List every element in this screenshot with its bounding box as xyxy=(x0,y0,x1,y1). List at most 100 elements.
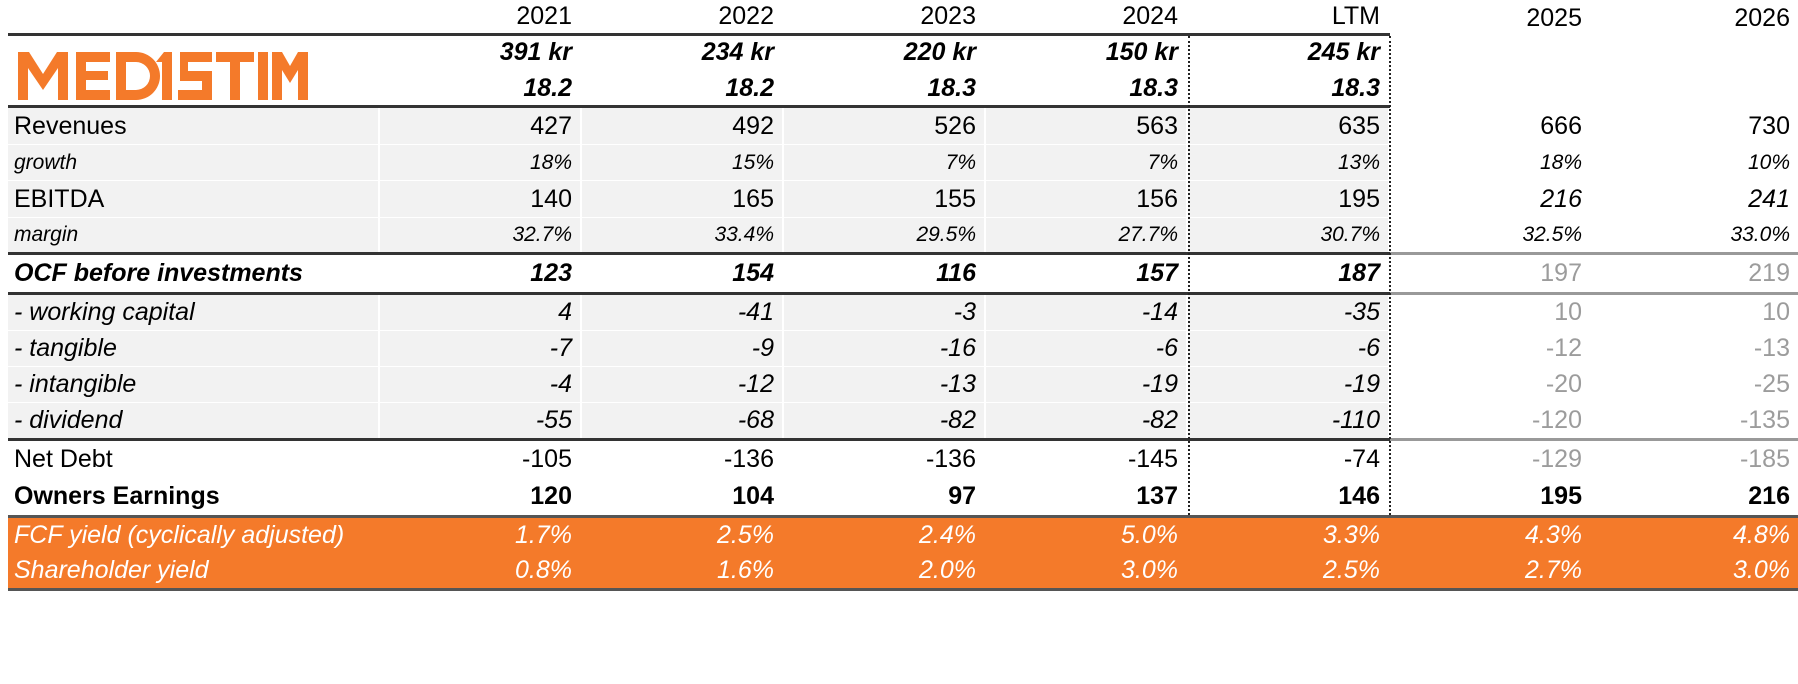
intangible-2025[interactable]: -20 xyxy=(1545,370,1582,398)
margin-ltm[interactable]: 30.7% xyxy=(1188,218,1388,252)
intangible-ltm[interactable]: -19 xyxy=(1188,367,1388,402)
margin-2022[interactable]: 33.4% xyxy=(582,218,782,252)
ocf-2025[interactable]: 197 xyxy=(1540,259,1582,287)
ebitda-ltm[interactable]: 195 xyxy=(1188,181,1388,217)
working-capital-2023[interactable]: -3 xyxy=(784,295,984,330)
growth-2026[interactable]: 10% xyxy=(1747,150,1790,174)
year-header-2025[interactable]: 2025 xyxy=(1526,3,1582,32)
owners-earnings-2026[interactable]: 216 xyxy=(1748,481,1790,510)
revenues-2021[interactable]: 427 xyxy=(380,108,580,144)
revenues-2026[interactable]: 730 xyxy=(1748,111,1790,140)
year-header-2026[interactable]: 2026 xyxy=(1734,3,1790,32)
revenues-ltm[interactable]: 635 xyxy=(1188,108,1388,144)
fcf-yield-2021[interactable]: 1.7% xyxy=(515,521,572,549)
growth-2024[interactable]: 7% xyxy=(986,145,1186,180)
revenues-2024[interactable]: 563 xyxy=(986,108,1186,144)
intangible-2026[interactable]: -25 xyxy=(1753,370,1790,398)
tangible-2024[interactable]: -6 xyxy=(986,331,1186,366)
net-debt-2022[interactable]: -136 xyxy=(723,445,774,473)
tangible-2023[interactable]: -16 xyxy=(784,331,984,366)
owners-earnings-2022[interactable]: 104 xyxy=(732,481,774,510)
ocf-2022[interactable]: 154 xyxy=(732,259,774,287)
fcf-yield-2022[interactable]: 2.5% xyxy=(717,521,774,549)
shareholder-yield-2023[interactable]: 2.0% xyxy=(919,556,976,584)
tangible-2025[interactable]: -12 xyxy=(1545,334,1582,362)
shareholder-yield-2025[interactable]: 2.7% xyxy=(1525,556,1582,584)
ocf-2024[interactable]: 157 xyxy=(1136,259,1178,287)
net-debt-2021[interactable]: -105 xyxy=(521,445,572,473)
intangible-2024[interactable]: -19 xyxy=(986,367,1186,402)
ocf-ltm[interactable]: 187 xyxy=(1338,259,1380,287)
net-debt-2025[interactable]: -129 xyxy=(1531,445,1582,473)
intangible-2023[interactable]: -13 xyxy=(784,367,984,402)
margin-2026[interactable]: 33.0% xyxy=(1730,223,1790,246)
growth-2022[interactable]: 15% xyxy=(582,145,782,180)
shareholder-yield-2021[interactable]: 0.8% xyxy=(515,556,572,584)
margin-2023[interactable]: 29.5% xyxy=(784,218,984,252)
ocf-2026[interactable]: 219 xyxy=(1748,259,1790,287)
fcf-yield-2024[interactable]: 5.0% xyxy=(1121,521,1178,549)
working-capital-2026[interactable]: 10 xyxy=(1762,298,1790,326)
shareholder-yield-ltm[interactable]: 2.5% xyxy=(1323,556,1380,584)
ebitda-2022[interactable]: 165 xyxy=(582,181,782,217)
ebitda-2023[interactable]: 155 xyxy=(784,181,984,217)
dividend-2024[interactable]: -82 xyxy=(986,403,1186,438)
intangible-2022[interactable]: -12 xyxy=(582,367,782,402)
owners-earnings-2021[interactable]: 120 xyxy=(530,481,572,510)
net-debt-2026[interactable]: -185 xyxy=(1739,445,1790,473)
working-capital-2022[interactable]: -41 xyxy=(582,295,782,330)
fcf-yield-2023[interactable]: 2.4% xyxy=(919,521,976,549)
growth-2025[interactable]: 18% xyxy=(1539,150,1582,174)
intangible-2021[interactable]: -4 xyxy=(380,367,580,402)
revenues-2022[interactable]: 492 xyxy=(582,108,782,144)
fcf-yield-2026[interactable]: 4.8% xyxy=(1733,521,1790,549)
tangible-ltm[interactable]: -6 xyxy=(1188,331,1388,366)
owners-earnings-2023[interactable]: 97 xyxy=(948,481,976,510)
growth-ltm[interactable]: 13% xyxy=(1188,145,1388,180)
ocf-2023[interactable]: 116 xyxy=(936,259,976,287)
growth-2021[interactable]: 18% xyxy=(380,145,580,180)
owners-earnings-2025[interactable]: 195 xyxy=(1540,481,1582,510)
owners-earnings-2024[interactable]: 137 xyxy=(1136,481,1178,510)
net-debt-ltm[interactable]: -74 xyxy=(1343,445,1380,473)
tangible-2022[interactable]: -9 xyxy=(582,331,782,366)
margin-2024[interactable]: 27.7% xyxy=(986,218,1186,252)
working-capital-2021[interactable]: 4 xyxy=(380,295,580,330)
fcf-yield-2025[interactable]: 4.3% xyxy=(1525,521,1582,549)
working-capital-ltm[interactable]: -35 xyxy=(1188,295,1388,330)
ocf-2021[interactable]: 123 xyxy=(530,259,572,287)
year-header-2022[interactable]: 2022 xyxy=(718,1,774,30)
net-debt-2024[interactable]: -145 xyxy=(1127,445,1178,473)
tangible-2026[interactable]: -13 xyxy=(1753,334,1790,362)
year-header-2023[interactable]: 2023 xyxy=(920,1,976,30)
growth-row: growth 18% 15% 7% 7% 13% 18% 10% xyxy=(8,145,1798,180)
margin-2025[interactable]: 32.5% xyxy=(1522,223,1582,246)
ebitda-2021[interactable]: 140 xyxy=(380,181,580,217)
margin-2021[interactable]: 32.7% xyxy=(380,218,580,252)
dividend-2025[interactable]: -120 xyxy=(1531,406,1582,434)
revenues-2023[interactable]: 526 xyxy=(784,108,984,144)
growth-2023[interactable]: 7% xyxy=(784,145,984,180)
working-capital-2024[interactable]: -14 xyxy=(986,295,1186,330)
dividend-ltm[interactable]: -110 xyxy=(1188,403,1388,438)
ebitda-2024[interactable]: 156 xyxy=(986,181,1186,217)
year-header-2024[interactable]: 2024 xyxy=(1122,1,1178,30)
shareholder-yield-2026[interactable]: 3.0% xyxy=(1733,556,1790,584)
year-header-ltm[interactable]: LTM xyxy=(1331,1,1380,30)
working-capital-2025[interactable]: 10 xyxy=(1554,298,1582,326)
ebitda-2025[interactable]: 216 xyxy=(1540,184,1582,213)
dividend-2023[interactable]: -82 xyxy=(784,403,984,438)
shareholder-yield-2022[interactable]: 1.6% xyxy=(717,556,774,584)
tangible-2021[interactable]: -7 xyxy=(380,331,580,366)
year-header-2021[interactable]: 2021 xyxy=(516,1,572,30)
shareholder-yield-2024[interactable]: 3.0% xyxy=(1121,556,1178,584)
ebitda-2026[interactable]: 241 xyxy=(1748,184,1790,213)
revenues-2025[interactable]: 666 xyxy=(1540,111,1582,140)
shareholder-yield-label: Shareholder yield xyxy=(14,556,209,584)
dividend-2021[interactable]: -55 xyxy=(380,403,580,438)
fcf-yield-ltm[interactable]: 3.3% xyxy=(1323,521,1380,549)
dividend-2022[interactable]: -68 xyxy=(582,403,782,438)
dividend-2026[interactable]: -135 xyxy=(1739,406,1790,434)
net-debt-2023[interactable]: -136 xyxy=(925,445,976,473)
owners-earnings-ltm[interactable]: 146 xyxy=(1338,481,1380,510)
